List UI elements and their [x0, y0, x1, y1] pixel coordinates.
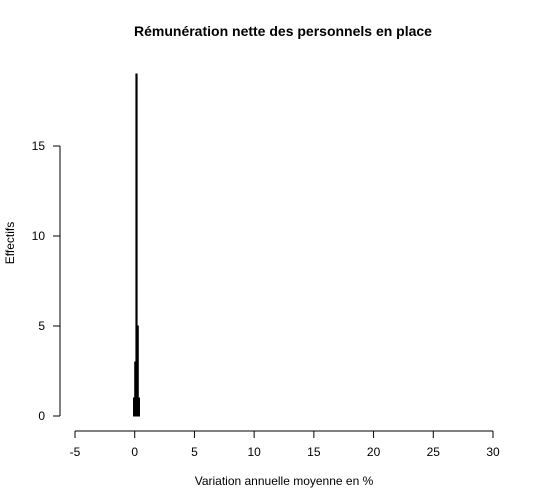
x-tick-label: 0	[131, 445, 138, 459]
x-tick-label: 25	[427, 445, 441, 459]
x-tick-label: 5	[191, 445, 198, 459]
y-tick-label: 15	[32, 139, 46, 153]
x-tick-label: 10	[247, 445, 261, 459]
y-tick-label: 5	[38, 319, 45, 333]
y-tick-label: 10	[32, 229, 46, 243]
y-tick-label: 0	[38, 409, 45, 423]
x-axis-label: Variation annuelle moyenne en %	[195, 474, 374, 488]
x-tick-label: 30	[486, 445, 500, 459]
y-axis-label: Effectifs	[3, 222, 17, 264]
x-axis-ticks: -5 0 5 10 15 20 25 30	[70, 431, 500, 459]
x-tick-label: 20	[367, 445, 381, 459]
histogram-bar	[137, 397, 140, 417]
histogram-bar	[135, 73, 138, 417]
y-axis-ticks: 0 5 10 15	[32, 139, 60, 423]
chart-title: Rémunération nette des personnels en pla…	[134, 23, 432, 39]
x-tick-label: -5	[70, 445, 81, 459]
histogram-bars	[133, 73, 140, 417]
histogram-bar	[136, 325, 139, 417]
x-tick-label: 15	[307, 445, 321, 459]
